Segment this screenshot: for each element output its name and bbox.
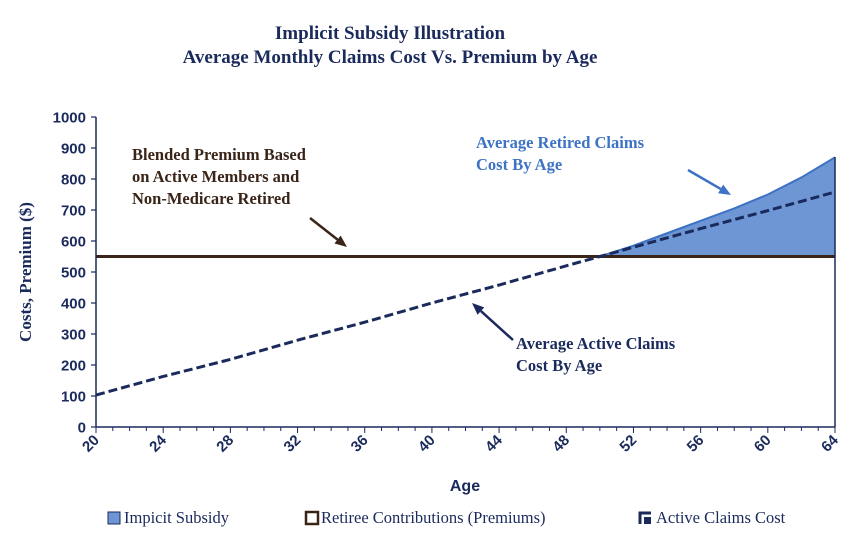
annotation-premium: Non-Medicare Retired [132, 189, 290, 208]
chart-subtitle: Average Monthly Claims Cost Vs. Premium … [183, 47, 598, 68]
x-axis-label: Age [450, 478, 480, 495]
annotation-retired: Average Retired Claims [476, 133, 645, 152]
y-tick-label: 900 [61, 141, 86, 158]
y-axis-label: Costs, Premium ($) [16, 202, 35, 342]
x-tick-label: 56 [684, 432, 708, 456]
retired-claims-line [599, 156, 836, 258]
y-tick-label: 400 [61, 296, 86, 313]
legend-swatch-active [638, 511, 651, 524]
arrow-active-head [472, 303, 485, 315]
x-tick-label: 48 [549, 432, 573, 456]
subsidy-area [599, 157, 835, 257]
x-tick-label: 24 [146, 431, 170, 455]
y-tick-label: 100 [61, 389, 86, 406]
legend-label-premium: Retiree Contributions (Premiums) [321, 508, 546, 527]
y-tick-label: 700 [61, 203, 86, 220]
arrow-retired-shaft [687, 168, 722, 191]
x-tick-label: 60 [751, 432, 775, 456]
y-tick-label: 800 [61, 172, 86, 189]
x-tick-label: 64 [818, 431, 842, 455]
active-claims-line [95, 190, 836, 397]
annotation-active: Cost By Age [516, 356, 602, 375]
arrow-retired-head [718, 184, 731, 195]
legend-swatch-active-fill [644, 517, 651, 524]
legend-label-subsidy: Impicit Subsidy [124, 508, 230, 527]
legend-label-active: Active Claims Cost [656, 508, 786, 527]
arrow-active-shaft [480, 310, 514, 341]
y-tick-label: 0 [78, 420, 86, 437]
annotation-premium: Blended Premium Based [132, 145, 306, 164]
arrow-premium-shaft [309, 217, 339, 241]
annotation-retired: Cost By Age [476, 155, 562, 174]
arrow-premium-head [334, 235, 347, 247]
y-tick-label: 1000 [53, 110, 86, 127]
y-tick-label: 600 [61, 234, 86, 251]
annotation-premium: on Active Members and [132, 167, 299, 186]
x-tick-label: 52 [616, 432, 640, 456]
legend-swatch-subsidy [107, 511, 121, 525]
x-tick-label: 36 [348, 432, 372, 456]
x-tick-label: 44 [482, 431, 506, 455]
legend-swatch-premium [304, 510, 320, 526]
x-tick-label: 40 [415, 432, 439, 456]
chart-title: Implicit Subsidy Illustration [275, 23, 506, 44]
y-tick-label: 500 [61, 265, 86, 282]
y-tick-label: 300 [61, 327, 86, 344]
annotation-active: Average Active Claims [516, 334, 676, 353]
x-tick-label: 32 [281, 432, 305, 456]
y-tick-label: 200 [61, 358, 86, 375]
x-tick-label: 28 [213, 432, 237, 456]
